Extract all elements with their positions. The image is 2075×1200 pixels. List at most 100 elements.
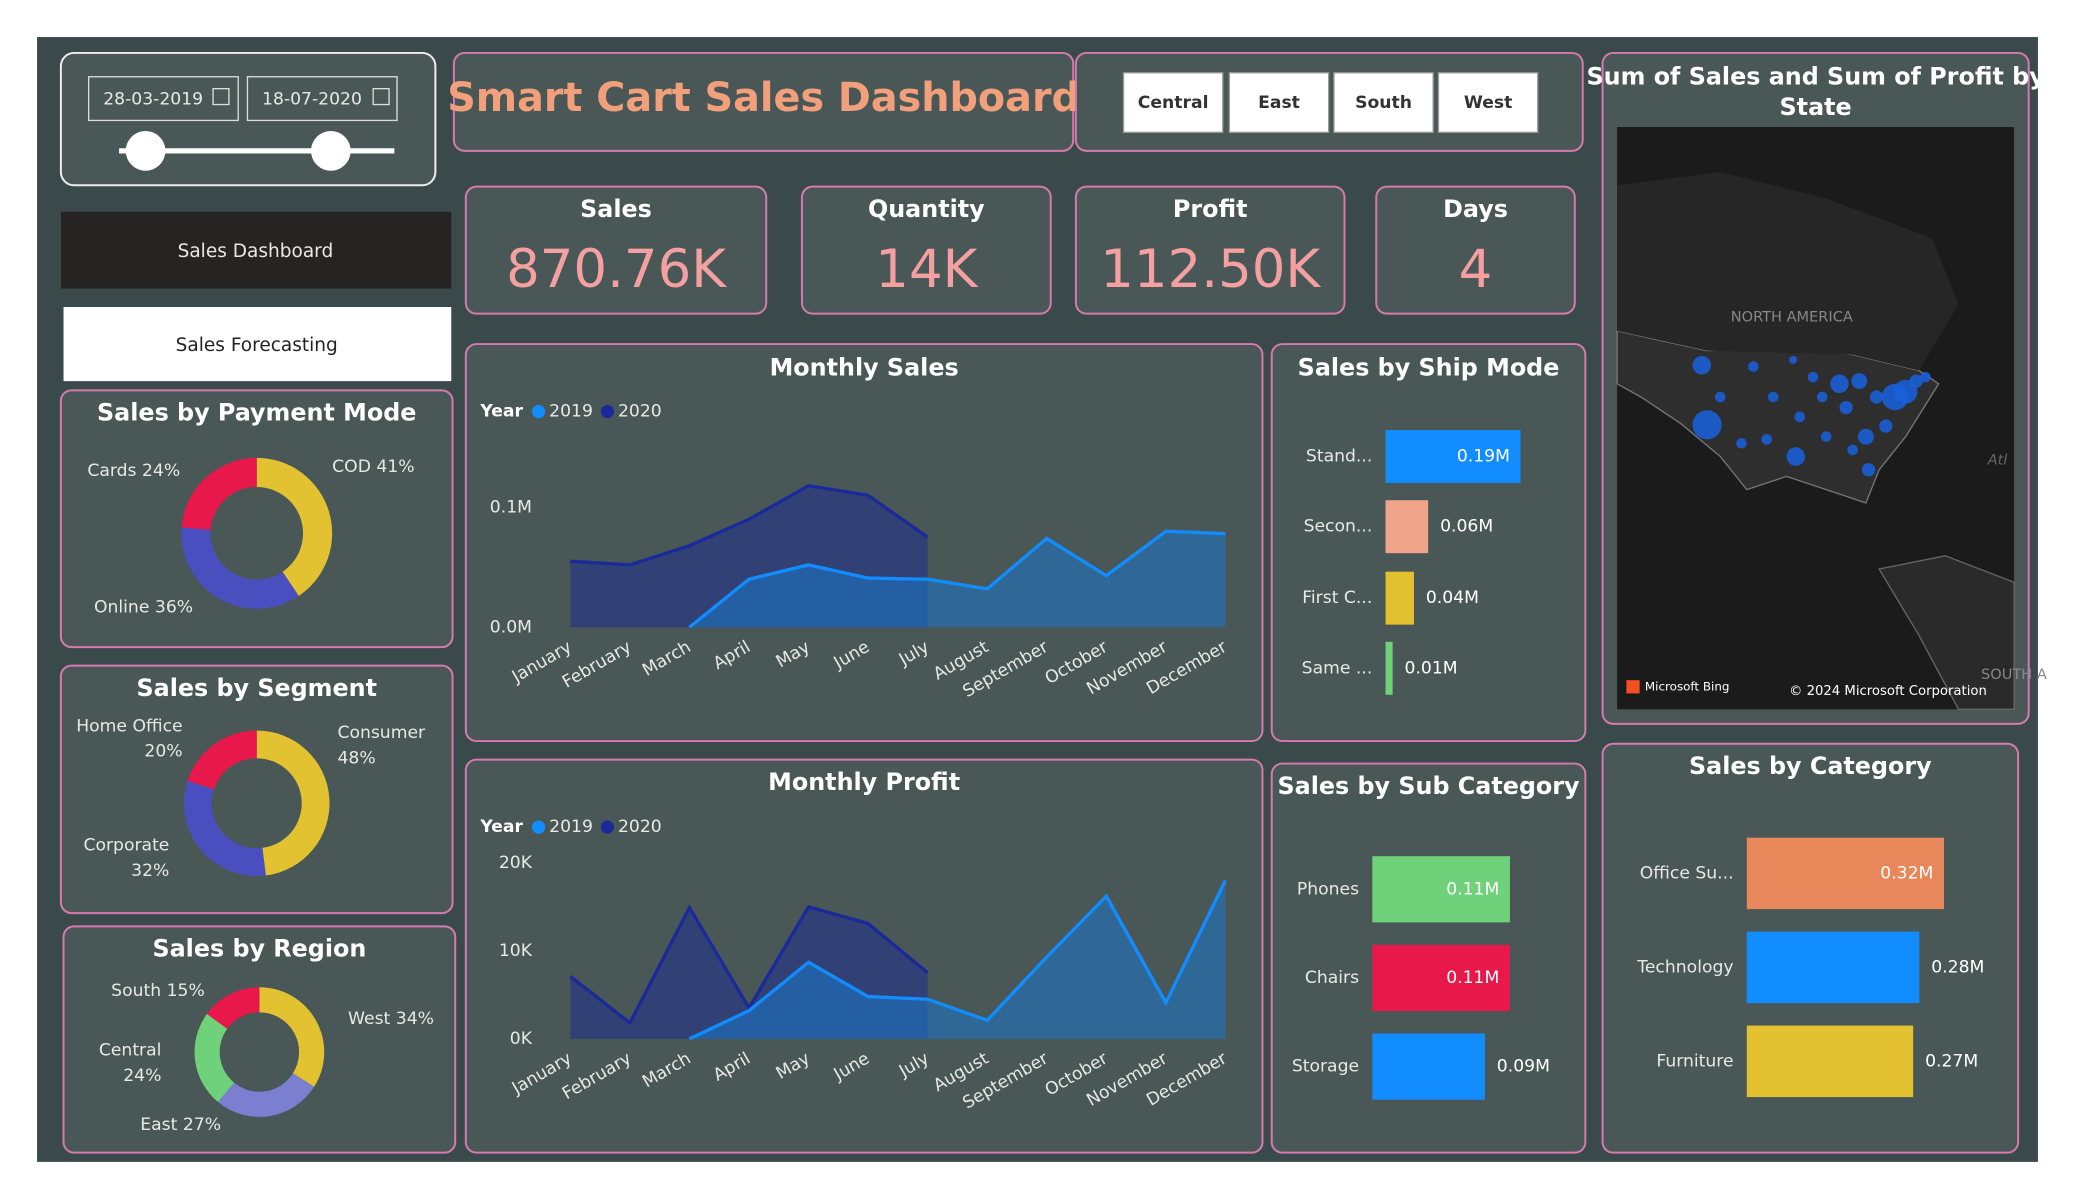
- state-bubble: [1920, 371, 1931, 383]
- slice-category: COD: [332, 457, 371, 477]
- kpi-card: [464, 185, 768, 315]
- chart-title: Sales by Ship Mode: [1298, 354, 1560, 382]
- donut-slice: [187, 730, 257, 790]
- kpi-card: [800, 185, 1052, 315]
- region-button[interactable]: [1437, 72, 1539, 133]
- slice-value: 32%: [131, 861, 169, 881]
- state-bubble: [1692, 355, 1712, 375]
- nav-button[interactable]: [60, 211, 452, 289]
- donut-slice: [194, 1013, 235, 1103]
- kpi-value: 14K: [875, 239, 978, 300]
- donut-slice: [259, 987, 325, 1087]
- state-bubble: [1748, 361, 1759, 372]
- y-tick-label: 0.1M: [490, 497, 532, 517]
- nav-button[interactable]: [63, 307, 452, 382]
- bar-category: Storage: [1292, 1057, 1359, 1077]
- chart-title: Sales by Category: [1689, 752, 1932, 780]
- line: [688, 529, 1226, 629]
- donut-slice: [183, 780, 266, 877]
- slice-category: Cards: [87, 461, 136, 481]
- bar-category: Furniture: [1656, 1051, 1733, 1071]
- nav-label: Sales Dashboard: [178, 241, 334, 262]
- bing-logo: [1626, 680, 1640, 694]
- state-bubble: [1861, 463, 1876, 477]
- slice-label: Home Office: [76, 717, 182, 737]
- land: [1878, 555, 2015, 710]
- state-bubble: [1879, 419, 1893, 433]
- kpi-label: Quantity: [868, 195, 985, 223]
- bar-category: Secon...: [1304, 517, 1373, 537]
- map-attribution: Microsoft Bing: [1645, 679, 1730, 693]
- chart-title: Sales by Payment Mode: [97, 399, 416, 427]
- bar-value: 0.11M: [1446, 879, 1499, 899]
- bar-category: Technology: [1636, 957, 1733, 977]
- dashboard-title: Smart Cart Sales Dashboard: [447, 75, 1080, 121]
- region-button[interactable]: [1228, 72, 1330, 133]
- bar: [1372, 944, 1510, 1012]
- bar-value: 0.09M: [1497, 1057, 1550, 1077]
- bar: [1746, 931, 1920, 1004]
- kpi-label: Sales: [580, 195, 652, 223]
- state-bubble: [1830, 374, 1849, 394]
- bar-category: Phones: [1297, 879, 1359, 899]
- bar: [1385, 641, 1393, 695]
- state-bubble: [1820, 431, 1832, 442]
- donut-slice: [256, 457, 333, 596]
- region-button[interactable]: [1333, 72, 1434, 133]
- legend-dot: [600, 404, 615, 419]
- bar-category: Stand...: [1306, 447, 1372, 467]
- slice-label: South 15%: [111, 981, 205, 1001]
- chart-panel: [1270, 343, 1587, 743]
- kpi-label: Days: [1443, 195, 1508, 223]
- nav-label: Sales Forecasting: [176, 335, 338, 356]
- bar-value: 0.32M: [1880, 863, 1933, 883]
- slice-value: 24%: [142, 461, 180, 481]
- slider-handle[interactable]: [125, 131, 166, 171]
- region-label: East: [1258, 93, 1300, 113]
- date-box[interactable]: [88, 76, 239, 122]
- bar-value: 0.27M: [1925, 1051, 1978, 1071]
- kpi-card: [1074, 185, 1346, 315]
- slice-label: Corporate: [83, 836, 169, 856]
- y-tick-label: 0.0M: [490, 617, 532, 637]
- state-bubble: [1789, 355, 1798, 364]
- map-label: NORTH AMERICA: [1731, 309, 1853, 326]
- donut-slice: [181, 457, 257, 530]
- bar: [1746, 1025, 1914, 1098]
- donut-slice: [218, 1073, 315, 1117]
- state-bubble: [1839, 400, 1853, 415]
- chart-title: Monthly Sales: [770, 354, 959, 382]
- slice-label: West 34%: [348, 1009, 434, 1029]
- slice-category: West: [348, 1009, 391, 1029]
- region-label: Central: [1138, 93, 1209, 113]
- bar: [1372, 856, 1510, 923]
- map-label: Atl: [1987, 452, 2008, 469]
- bar-category: First C...: [1302, 588, 1372, 608]
- chart-title: Sales by Segment: [136, 674, 377, 702]
- legend-dot: [531, 404, 546, 419]
- chart-title: Monthly Profit: [768, 768, 960, 796]
- line: [569, 904, 929, 1026]
- slice-value: 15%: [167, 981, 205, 1001]
- bar: [1746, 837, 1944, 910]
- kpi-card: [1375, 185, 1576, 315]
- bar-category: Office Su...: [1640, 863, 1734, 883]
- region-button[interactable]: [1122, 72, 1224, 133]
- state-bubble: [1794, 411, 1806, 423]
- chart-title: Sales by Sub Category: [1278, 772, 1581, 800]
- date-box[interactable]: [246, 76, 398, 122]
- slice-label: Cards 24%: [87, 461, 180, 481]
- slice-value: 41%: [376, 457, 414, 477]
- bar-value: 0.06M: [1440, 517, 1493, 537]
- date-start: 28-03-2019: [103, 89, 203, 109]
- land: [1617, 172, 1959, 371]
- y-tick-label: 20K: [499, 853, 533, 873]
- slider-handle[interactable]: [310, 131, 351, 171]
- bar: [1385, 571, 1414, 625]
- region-label: South: [1355, 93, 1412, 113]
- bar: [1385, 500, 1429, 554]
- slice-label: Online 36%: [94, 597, 193, 617]
- state-bubble: [1786, 447, 1806, 466]
